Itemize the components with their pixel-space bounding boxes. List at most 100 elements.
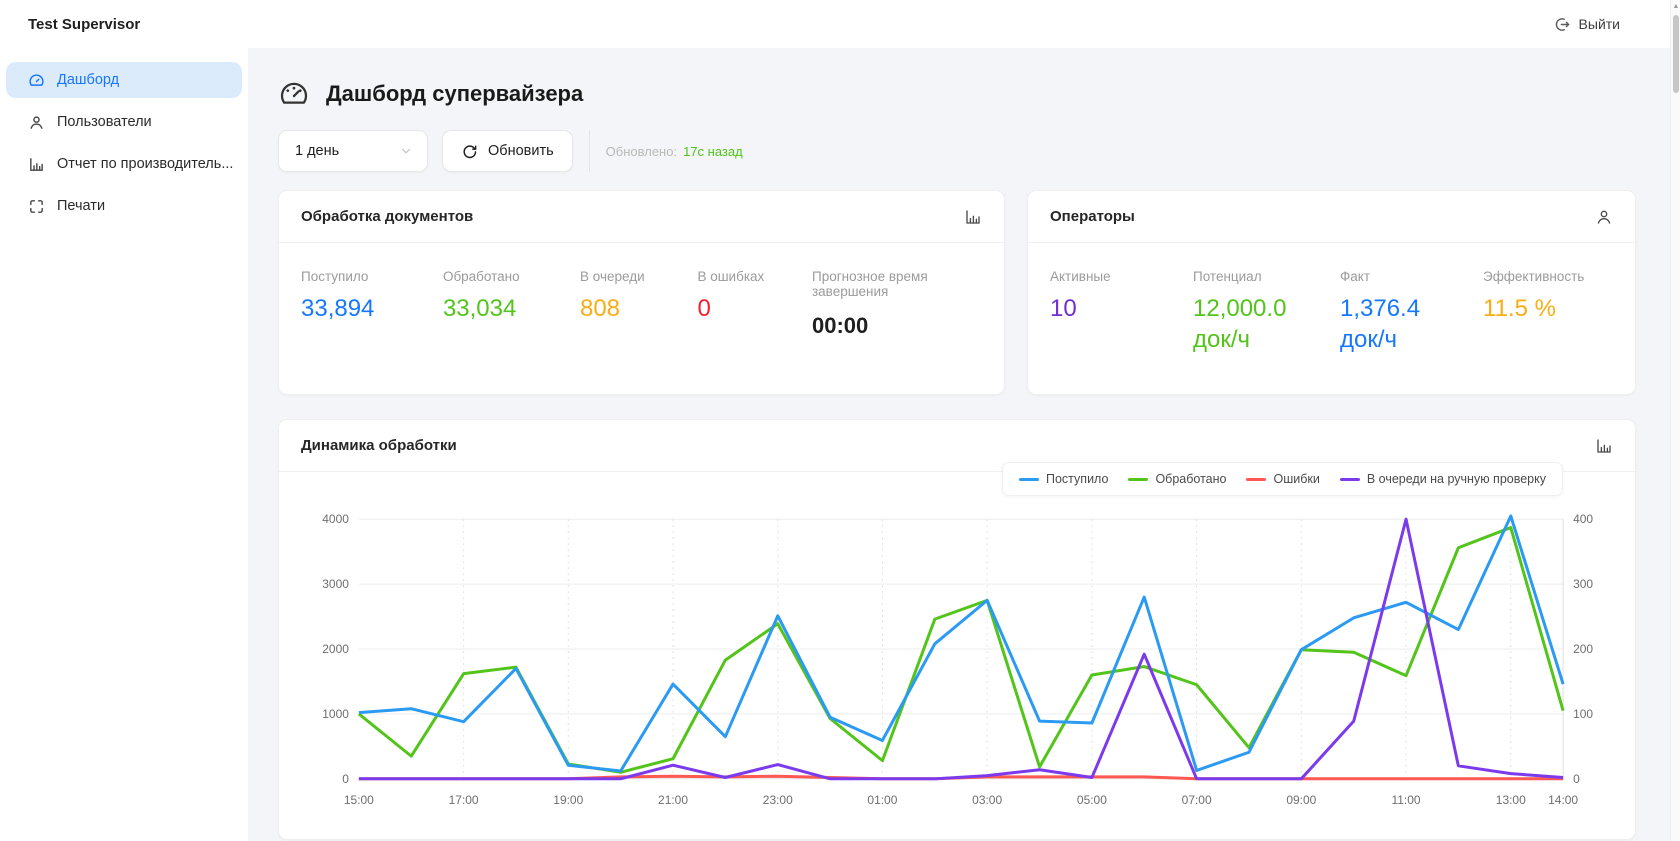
svg-text:13:00: 13:00 — [1496, 793, 1526, 807]
stat-block: Прогнозное время завершения 00:00 — [812, 269, 982, 341]
stat-value: 1,376.4 — [1340, 295, 1421, 322]
legend-item-0[interactable]: Поступило — [1019, 472, 1108, 486]
line-chart: 0 1000 2000 3000 4000 0 100 200 300 400 15:00 17:00… — [322, 512, 1593, 807]
stat-value: 11.5 % — [1483, 295, 1556, 322]
stat-label: Эффективность — [1483, 269, 1585, 284]
svg-text:2000: 2000 — [322, 642, 349, 656]
documents-card: Обработка документов Поступило 33,894 Обра… — [278, 190, 1005, 395]
stat-block: Потенциал 12,000.0 док/ч — [1193, 269, 1340, 356]
svg-text:21:00: 21:00 — [658, 793, 688, 807]
svg-text:0: 0 — [342, 772, 349, 786]
updated-label: Обновлено: — [605, 143, 678, 159]
sidebar-item-label: Печати — [57, 198, 106, 214]
svg-text:07:00: 07:00 — [1182, 793, 1212, 807]
stat-block: В очереди 808 — [580, 269, 697, 341]
controls-row: 1 день Обновить Обновлено: 17с назад — [278, 130, 1636, 172]
svg-text:1000: 1000 — [322, 707, 349, 721]
refresh-label: Обновить — [488, 143, 554, 159]
legend-color-dash — [1128, 477, 1149, 481]
svg-text:05:00: 05:00 — [1077, 793, 1107, 807]
stat-value: 33,894 — [301, 295, 375, 322]
sidebar: Дашборд Пользователи Отчет по производител… — [0, 48, 248, 841]
scrollbar-up-arrow-icon[interactable]: ▲ — [1672, 3, 1680, 10]
sidebar-item-3[interactable]: Печати — [6, 188, 242, 224]
logout-icon — [1554, 16, 1571, 33]
app-title: Test Supervisor — [28, 15, 141, 33]
stat-value: 33,034 — [442, 295, 517, 322]
sidebar-item-label: Пользователи — [57, 114, 152, 130]
legend-color-dash — [1019, 477, 1039, 481]
svg-text:4000: 4000 — [322, 512, 349, 526]
legend-label: Обработано — [1155, 472, 1227, 486]
stats-row: Обработка документов Поступило 33,894 Обра… — [278, 190, 1636, 395]
stat-value: 808 — [579, 295, 621, 322]
stat-label: В ошибках — [697, 269, 765, 284]
svg-text:200: 200 — [1573, 642, 1593, 656]
legend-color-dash — [1246, 477, 1267, 481]
gauge-icon — [28, 72, 45, 89]
sidebar-item-0[interactable]: Дашборд — [6, 62, 242, 98]
legend-label: Ошибки — [1273, 472, 1320, 486]
svg-text:100: 100 — [1573, 707, 1593, 721]
stat-label: Прогнозное время завершения — [811, 269, 928, 299]
stat-label: Потенциал — [1193, 269, 1262, 284]
chart-legend: Поступило Обработано Ошибки В очереди на ру… — [1002, 462, 1563, 496]
legend-item-3[interactable]: В очереди на ручную проверку — [1339, 472, 1546, 486]
svg-text:14:00: 14:00 — [1548, 793, 1578, 807]
stat-block: В ошибках 0 — [697, 269, 812, 341]
svg-text:09:00: 09:00 — [1286, 793, 1316, 807]
svg-text:300: 300 — [1573, 577, 1593, 591]
chart-card-header: Динамика обработки — [279, 420, 1635, 472]
refresh-button[interactable]: Обновить — [442, 130, 573, 172]
stat-block: Факт 1,376.4 док/ч — [1340, 269, 1483, 356]
svg-text:3000: 3000 — [322, 577, 349, 591]
period-select-value: 1 день — [295, 143, 340, 159]
topbar: Test Supervisor Выйти — [0, 0, 1680, 48]
stat-label: Активные — [1050, 269, 1111, 284]
operators-stats: Активные 10 Потенциал 12,000.0 док/ч Факт 1,37… — [1028, 243, 1635, 356]
updated-value: 17с назад — [683, 143, 743, 159]
documents-stats: Поступило 33,894 Обработано 33,034 В очереди… — [279, 243, 1004, 341]
main-content: Дашборд супервайзера 1 день Обновить — [248, 48, 1680, 841]
svg-text:19:00: 19:00 — [553, 793, 583, 807]
user-icon — [28, 114, 45, 131]
legend-item-1[interactable]: Обработано — [1128, 472, 1226, 486]
updated-status: Обновлено: 17с назад — [588, 130, 743, 172]
operators-card-title: Операторы — [1050, 208, 1135, 225]
chevron-down-icon — [399, 144, 413, 158]
svg-text:17:00: 17:00 — [449, 793, 479, 807]
stat-block: Обработано 33,034 — [443, 269, 580, 341]
operators-card-header: Операторы — [1028, 191, 1635, 243]
svg-text:01:00: 01:00 — [867, 793, 897, 807]
stat-value: 00:00 — [811, 313, 869, 338]
stat-block: Поступило 33,894 — [301, 269, 443, 341]
user-icon[interactable] — [1595, 208, 1613, 226]
legend-label: Поступило — [1046, 472, 1109, 486]
sidebar-item-2[interactable]: Отчет по производитель... — [6, 146, 242, 182]
svg-text:0: 0 — [1573, 772, 1580, 786]
documents-card-header: Обработка документов — [279, 191, 1004, 243]
sidebar-item-1[interactable]: Пользователи — [6, 104, 242, 140]
stat-unit: док/ч — [1193, 326, 1251, 353]
dynamics-chart-card: Динамика обработки Поступило Обработано Ош… — [278, 419, 1636, 840]
logout-button[interactable]: Выйти — [1554, 16, 1620, 33]
svg-text:400: 400 — [1573, 512, 1593, 526]
stat-value: 10 — [1050, 295, 1077, 322]
svg-text:23:00: 23:00 — [763, 793, 793, 807]
bar-chart-icon[interactable] — [964, 208, 982, 226]
stat-unit: док/ч — [1340, 326, 1398, 353]
svg-text:15:00: 15:00 — [344, 793, 374, 807]
operators-card: Операторы Активные 10 Потенциал 12,000.0 док… — [1027, 190, 1636, 395]
sidebar-item-label: Отчет по производитель... — [57, 156, 234, 172]
period-select[interactable]: 1 день — [278, 130, 428, 172]
chart-card-title: Динамика обработки — [301, 437, 457, 454]
scrollbar-thumb[interactable] — [1672, 15, 1679, 93]
bar-chart-icon[interactable] — [1595, 437, 1613, 455]
page-header: Дашборд супервайзера — [278, 78, 1636, 110]
bar-chart-icon — [28, 156, 45, 173]
vertical-scrollbar[interactable]: ▲ — [1670, 0, 1680, 841]
legend-item-2[interactable]: Ошибки — [1246, 472, 1320, 486]
stat-value: 0 — [697, 295, 711, 322]
stat-label: Поступило — [301, 269, 369, 284]
